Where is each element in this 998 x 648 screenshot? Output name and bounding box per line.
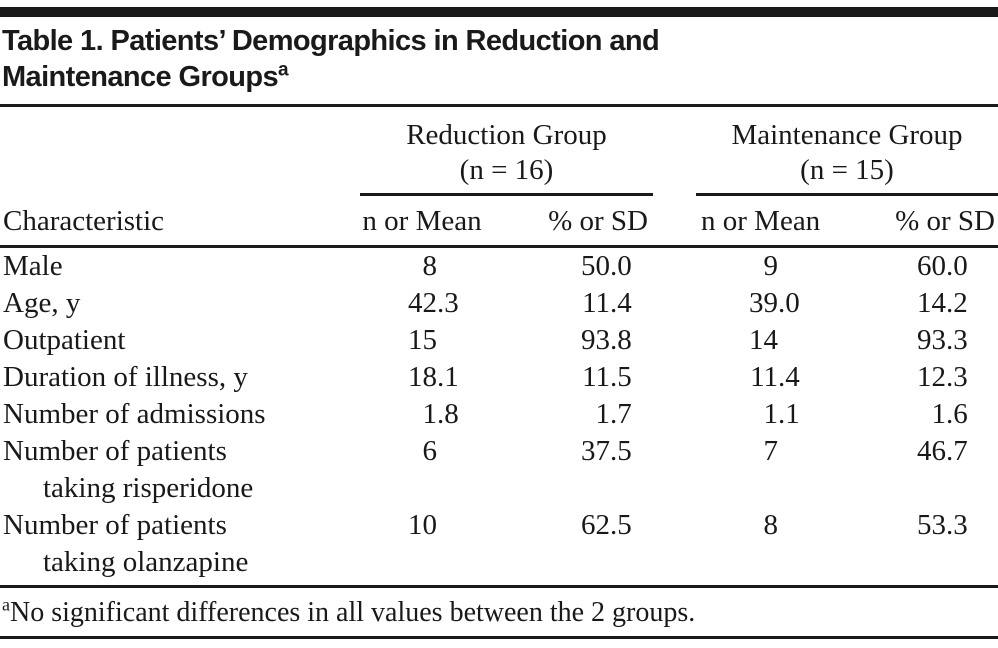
- table-row-patients-olanzapine: Number of patients taking olanzapine 10 …: [0, 507, 998, 581]
- cell-value: 93.3: [917, 324, 968, 356]
- row-label: Male: [3, 250, 63, 282]
- cell-value: 15: [408, 324, 437, 356]
- cell-value: 18.1: [408, 361, 459, 393]
- cell-value: 14: [749, 324, 778, 356]
- cell-value: 11.5: [582, 361, 632, 393]
- cell-value: 42.3: [408, 287, 459, 319]
- group-name: Maintenance Group: [731, 119, 963, 151]
- top-thick-rule: [0, 7, 998, 17]
- row-label-line-1: Number of patients: [3, 435, 227, 467]
- table-row-number-of-admissions: Number of admissions 1.8 1.7 1.1 1.6: [0, 396, 998, 433]
- cell-value: 8: [422, 250, 438, 282]
- column-header-pct-or-sd-maintenance: % or SD: [895, 205, 995, 237]
- group-header-maintenance: Maintenance Group (n = 15): [696, 118, 998, 196]
- footnote: aNo significant differences in all value…: [0, 588, 998, 636]
- cell-value: 14.2: [917, 287, 968, 319]
- cell-value: 1.7: [595, 398, 632, 430]
- table-row-age: Age, y 42.3 11.4 39.0 14.2: [0, 285, 998, 322]
- cell-value: 12.3: [917, 361, 968, 393]
- group-header-reduction: Reduction Group (n = 16): [360, 118, 653, 196]
- cell-value: 1.1: [763, 398, 800, 430]
- cell-value: 1.6: [931, 398, 968, 430]
- cell-value: 6: [422, 435, 438, 467]
- table-row-male: Male 8 50.0 9 60.0: [0, 248, 998, 285]
- group-n-label: (n = 15): [800, 154, 894, 186]
- row-label-line-2: taking risperidone: [43, 472, 254, 504]
- cell-value: 46.7: [917, 435, 968, 467]
- row-label: Number of admissions: [3, 398, 266, 430]
- title-line-2: Maintenance Groupsa: [2, 59, 998, 95]
- row-label-line-2: taking olanzapine: [43, 546, 249, 578]
- cell-value: 60.0: [917, 250, 968, 282]
- title-line-2-text: Maintenance Groups: [2, 61, 279, 93]
- cell-value: 1.8: [422, 398, 459, 430]
- table-row-outpatient: Outpatient 15 93.8 14 93.3: [0, 322, 998, 359]
- group-n-label: (n = 16): [459, 154, 554, 186]
- row-label: Number of patients taking olanzapine: [0, 507, 352, 581]
- cell-value: 8: [763, 509, 779, 541]
- column-header-pct-or-sd-reduction: % or SD: [548, 205, 648, 237]
- column-header-row: Characteristic n or Mean % or SD n or Me…: [0, 196, 998, 248]
- footnote-text: No significant differences in all values…: [10, 597, 696, 628]
- cell-value: 11.4: [582, 287, 632, 319]
- table-body: Male 8 50.0 9 60.0 Age, y 42.3 11.4 39.0…: [0, 248, 998, 581]
- bottom-rule: [0, 636, 998, 639]
- table-row-duration-of-illness: Duration of illness, y 18.1 11.5 11.4 12…: [0, 359, 998, 396]
- title-superscript: a: [278, 59, 289, 81]
- cell-value: 39.0: [749, 287, 800, 319]
- cell-value: 50.0: [581, 250, 632, 282]
- cell-value: 53.3: [917, 509, 968, 541]
- row-label: Outpatient: [3, 324, 126, 356]
- title-line-1: Table 1. Patients’ Demographics in Reduc…: [2, 25, 660, 57]
- cell-value: 93.8: [581, 324, 632, 356]
- footnote-rule: [0, 585, 998, 588]
- cell-value: 37.5: [581, 435, 632, 467]
- group-header-row: Reduction Group (n = 16) Maintenance Gro…: [0, 118, 998, 196]
- cell-value: 11.4: [750, 361, 800, 393]
- column-header-characteristic: Characteristic: [3, 205, 165, 237]
- row-label-line-1: Number of patients: [3, 509, 227, 541]
- footnote-marker: a: [2, 594, 10, 615]
- cell-value: 7: [763, 435, 779, 467]
- cell-value: 62.5: [581, 509, 632, 541]
- row-label: Age, y: [3, 287, 81, 319]
- column-header-n-or-mean-reduction: n or Mean: [362, 205, 482, 237]
- cell-value: 10: [408, 509, 437, 541]
- title-rule: [0, 104, 998, 107]
- page-title: Table 1. Patients’ Demographics in Reduc…: [2, 23, 998, 95]
- cell-value: 9: [763, 250, 779, 282]
- row-label: Duration of illness, y: [3, 361, 248, 393]
- table-row-patients-risperidone: Number of patients taking risperidone 6 …: [0, 433, 998, 507]
- group-name: Reduction Group: [406, 119, 607, 151]
- row-label: Number of patients taking risperidone: [0, 433, 352, 507]
- column-header-n-or-mean-maintenance: n or Mean: [701, 205, 821, 237]
